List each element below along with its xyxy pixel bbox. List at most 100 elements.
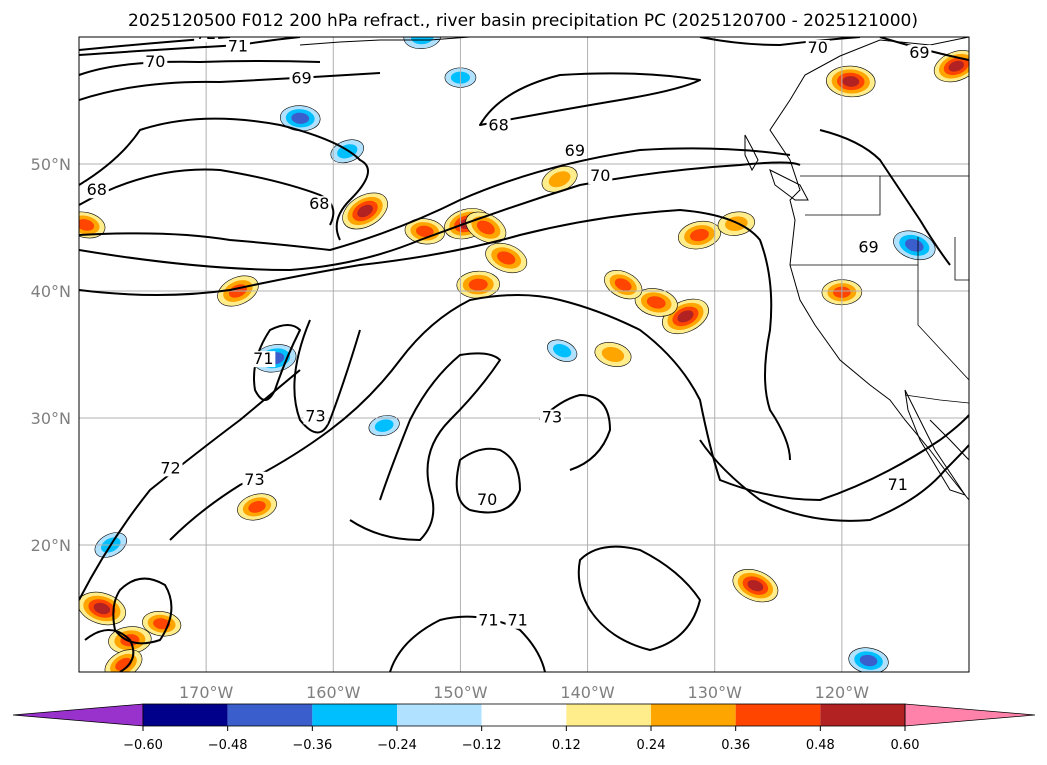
coastline-baja: [904, 389, 967, 496]
map-background: [79, 37, 969, 672]
colorbar-tick-label: −0.60: [123, 738, 163, 753]
contour-labels: 72 71 70 69 68 69 70 70 69 68 68 69 71 73 73 72 73 70 71 71…: [84, 37, 932, 630]
contour-label-bg: [486, 117, 511, 134]
colorbar-cell: [397, 704, 482, 726]
coastline-alaska: [299, 37, 471, 46]
colorbar-ticks: −0.60 −0.48 −0.36 −0.24 −0.12 0.12 0.24 0.36 0.4…: [123, 726, 919, 753]
contour-label-bg: [856, 239, 881, 256]
lon-tick-label: 130°W: [688, 683, 743, 702]
precip-blob: [404, 218, 446, 245]
precip-blob: [893, 230, 936, 261]
contour-label-bg: [158, 460, 183, 477]
colorbar-cell: [227, 704, 313, 726]
lon-tick-label: 150°W: [433, 683, 488, 702]
contour-label-bg: [588, 168, 613, 185]
border-state-wa-or: [805, 176, 881, 216]
map-frame: [78, 36, 970, 673]
contour-70-loop: [455, 447, 521, 514]
coastline-gulf-california: [929, 419, 969, 461]
contour-73-west: [293, 319, 361, 434]
contour-label-bg: [539, 409, 564, 426]
precip-blob-level: [646, 296, 666, 309]
contour-71-north: [79, 37, 301, 56]
precip-blob: [79, 211, 106, 239]
precip-blob-level: [497, 251, 516, 265]
contour-label: 68: [488, 115, 508, 134]
precip-blob-level: [690, 228, 709, 242]
contour-label: 71: [478, 611, 498, 630]
colorbar: −0.60 −0.48 −0.36 −0.24 −0.12 0.12 0.24 0.36 0.4…: [12, 703, 1036, 753]
colorbar-cell: [481, 704, 567, 726]
colorbar-tick-label: 0.24: [637, 738, 666, 753]
precip-blob-level: [374, 419, 394, 432]
contour-72-southeast: [577, 545, 701, 651]
map-area: 72 71 70 69 68 69 70 70 69 68 68 69 71 73 73 72 73 70 71 71…: [78, 36, 970, 673]
contour-label-bg: [303, 408, 328, 425]
precip-blob-level: [553, 344, 572, 358]
precip-blob: [732, 569, 779, 603]
precip-blob: [279, 105, 321, 132]
border-state-ca-nv: [917, 265, 969, 381]
contour-label-bg: [225, 38, 250, 55]
contour-72-west: [79, 369, 301, 601]
contour-71-south: [389, 615, 546, 672]
contour-72-south: [349, 352, 501, 541]
contour-label-bg: [805, 39, 830, 56]
colorbar-cell: [143, 704, 228, 726]
contour-label-bg: [505, 612, 530, 629]
precip-blob-level: [601, 347, 625, 362]
contour-71-east: [699, 439, 969, 522]
lat-tick-label: 20°N: [31, 536, 71, 555]
contour-label: 69: [291, 68, 311, 87]
colorbar-cell: [566, 704, 651, 726]
precip-blob: [848, 647, 889, 672]
refractivity-contours: [79, 37, 969, 672]
contour-label: 69: [858, 237, 878, 256]
contour-70-northeast: [699, 37, 861, 46]
contour-label: 69: [565, 141, 585, 160]
precip-blob-level: [153, 618, 171, 630]
precip-blob-level: [468, 278, 488, 291]
precip-blob: [604, 270, 643, 300]
contour-69-north: [79, 72, 381, 101]
contour-label-bg: [907, 45, 932, 62]
lat-tick-label: 40°N: [31, 282, 71, 301]
precip-blob: [826, 65, 876, 98]
coastline-island-haida: [744, 134, 759, 172]
contour-label: 71: [253, 349, 273, 368]
precip-blob: [594, 342, 632, 367]
precip-blob: [677, 220, 721, 250]
contour-label-bg: [289, 70, 314, 87]
precip-blob-level: [948, 60, 964, 72]
precip-blob-level: [415, 225, 434, 237]
colorbar-frame: [142, 703, 906, 727]
colorbar-cell: [820, 704, 905, 726]
contour-label-bg: [885, 476, 910, 493]
latitude-tick-labels: 50°N 40°N 30°N 20°N: [31, 155, 71, 555]
colorbar-tick-label: 0.12: [552, 738, 581, 753]
contour-label: 70: [808, 38, 828, 57]
longitude-tick-labels: 170°W 160°W 150°W 140°W 130°W 120°W: [179, 683, 869, 702]
contour-label: 68: [87, 180, 107, 199]
border-mexico-us: [904, 394, 969, 404]
precip-blob: [485, 242, 528, 274]
contour-73-center: [539, 394, 611, 471]
precip-blob: [547, 339, 578, 362]
colorbar-cell: [651, 704, 736, 726]
precip-blob-level: [79, 219, 95, 231]
precip-blob-level: [548, 171, 571, 188]
precip-blob: [634, 288, 678, 317]
precip-blob: [142, 611, 182, 637]
political-borders: [790, 175, 969, 404]
colorbar-extend-low: [12, 703, 144, 727]
precip-blob-level: [747, 579, 764, 592]
contour-label: 68: [309, 194, 329, 213]
contour-label-bg: [476, 612, 501, 629]
contour-label: 73: [305, 406, 325, 425]
contour-70-mid: [79, 161, 801, 271]
contour-label-bg: [307, 196, 332, 213]
precip-blob-level: [476, 220, 495, 235]
precip-blob: [237, 493, 277, 521]
lat-tick-label: 30°N: [31, 409, 71, 428]
